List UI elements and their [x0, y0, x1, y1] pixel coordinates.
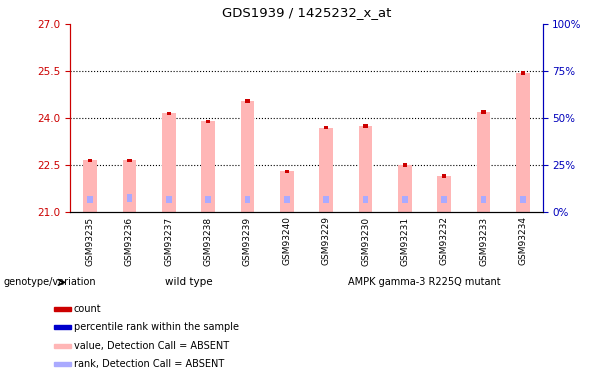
- Text: GSM93240: GSM93240: [283, 216, 291, 266]
- Text: percentile rank within the sample: percentile rank within the sample: [74, 322, 238, 332]
- Bar: [477, 112, 490, 212]
- Bar: [285, 170, 289, 173]
- Bar: [55, 362, 70, 366]
- Bar: [323, 196, 329, 203]
- Bar: [55, 344, 70, 348]
- Bar: [284, 196, 290, 203]
- Text: GSM93237: GSM93237: [164, 216, 173, 266]
- Text: GSM93233: GSM93233: [479, 216, 488, 266]
- Bar: [128, 159, 132, 162]
- Bar: [520, 196, 526, 203]
- Bar: [481, 110, 485, 114]
- Bar: [245, 196, 251, 203]
- Text: AMPK gamma-3 R225Q mutant: AMPK gamma-3 R225Q mutant: [348, 277, 501, 287]
- Bar: [481, 196, 487, 203]
- Text: GSM93236: GSM93236: [125, 216, 134, 266]
- Bar: [521, 71, 525, 75]
- Text: wild type: wild type: [165, 277, 212, 287]
- Bar: [245, 99, 249, 103]
- Text: GSM93231: GSM93231: [400, 216, 409, 266]
- Bar: [205, 196, 211, 203]
- Bar: [324, 126, 328, 129]
- Bar: [402, 196, 408, 203]
- Bar: [162, 114, 176, 212]
- Bar: [319, 128, 333, 212]
- Bar: [362, 196, 368, 203]
- Bar: [442, 174, 446, 178]
- Bar: [87, 196, 93, 203]
- Text: GSM93234: GSM93234: [519, 216, 527, 266]
- Bar: [403, 164, 407, 166]
- Bar: [241, 101, 254, 212]
- Bar: [123, 160, 136, 212]
- Text: GSM93238: GSM93238: [204, 216, 213, 266]
- Text: rank, Detection Call = ABSENT: rank, Detection Call = ABSENT: [74, 359, 224, 369]
- Text: value, Detection Call = ABSENT: value, Detection Call = ABSENT: [74, 340, 229, 351]
- Bar: [201, 121, 215, 212]
- Text: GDS1939 / 1425232_x_at: GDS1939 / 1425232_x_at: [222, 6, 391, 19]
- Bar: [83, 160, 97, 212]
- Text: GSM93235: GSM93235: [86, 216, 94, 266]
- Text: genotype/variation: genotype/variation: [3, 278, 96, 287]
- Bar: [206, 120, 210, 123]
- Bar: [167, 112, 171, 115]
- Bar: [364, 124, 368, 128]
- Bar: [441, 196, 447, 203]
- Text: GSM93229: GSM93229: [322, 216, 330, 266]
- Bar: [126, 194, 132, 202]
- Bar: [398, 165, 412, 212]
- Text: GSM93239: GSM93239: [243, 216, 252, 266]
- Bar: [166, 196, 172, 203]
- Bar: [88, 159, 92, 162]
- Bar: [359, 126, 372, 212]
- Bar: [437, 176, 451, 212]
- Bar: [55, 307, 70, 310]
- Bar: [516, 73, 530, 212]
- Text: GSM93230: GSM93230: [361, 216, 370, 266]
- Bar: [280, 171, 294, 212]
- Text: count: count: [74, 303, 101, 313]
- Bar: [55, 325, 70, 329]
- Text: GSM93232: GSM93232: [440, 216, 449, 266]
